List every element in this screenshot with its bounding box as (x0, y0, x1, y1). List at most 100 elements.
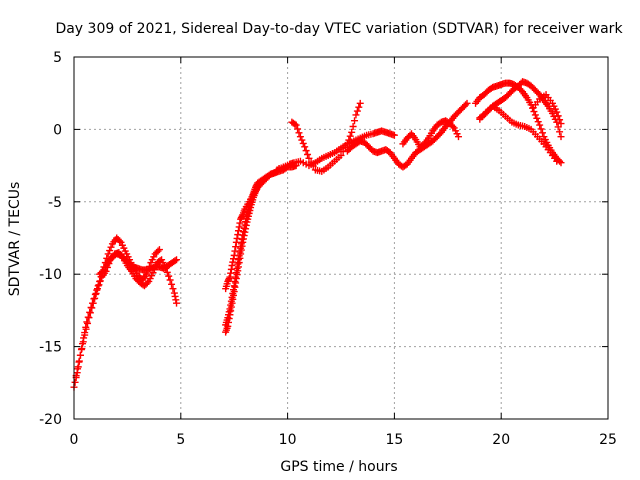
data-point (356, 99, 364, 107)
y-tick-label: 0 (53, 122, 62, 138)
series-sat-i (343, 99, 471, 171)
data-point (149, 269, 157, 277)
data-point (294, 125, 302, 133)
data-point (301, 143, 309, 151)
data-point (230, 288, 238, 296)
series-sat-f (222, 164, 283, 293)
data-point (557, 159, 565, 167)
data-point (232, 243, 240, 251)
data-point (349, 123, 357, 131)
data-point (355, 103, 363, 111)
data-point (235, 223, 243, 231)
data-point (224, 322, 232, 330)
data-point (75, 358, 83, 366)
series-sat-m (476, 102, 561, 165)
data-point (295, 129, 303, 137)
data-point (533, 114, 541, 122)
data-point (292, 121, 300, 129)
data-point (228, 262, 236, 270)
data-point (163, 268, 171, 276)
x-tick-label: 5 (176, 432, 185, 448)
data-point (530, 108, 538, 116)
data-point (225, 275, 233, 283)
y-tick-label: -5 (48, 195, 62, 211)
data-point (171, 292, 179, 300)
chart-title: Day 309 of 2021, Sidereal Day-to-day VTE… (55, 21, 623, 37)
data-point (241, 228, 249, 236)
y-tick-label: -10 (39, 267, 62, 283)
data-point (227, 307, 235, 315)
data-point (173, 299, 181, 307)
data-point (78, 345, 86, 353)
data-point (462, 101, 470, 109)
x-axis-label: GPS time / hours (280, 459, 397, 475)
data-point (239, 235, 247, 243)
data-point (234, 227, 242, 235)
data-point (234, 231, 242, 239)
data-point (348, 128, 356, 136)
data-point (91, 294, 99, 302)
data-point (554, 112, 562, 120)
data-point (226, 311, 234, 319)
series-sat-e (222, 173, 270, 336)
data-point (229, 258, 237, 266)
data-point (304, 150, 312, 158)
data-point (93, 286, 101, 294)
plot-frame (73, 56, 609, 420)
data-point (98, 267, 106, 275)
data-point (116, 237, 124, 245)
data-point (226, 273, 234, 281)
data-point (240, 232, 248, 240)
data-point (227, 303, 235, 311)
data-point (171, 257, 179, 265)
data-point (233, 234, 241, 242)
data-point (238, 212, 246, 220)
data-point (236, 254, 244, 262)
data-point (85, 314, 93, 322)
data-point (229, 295, 237, 303)
data-point (537, 125, 545, 133)
data-point (233, 271, 241, 279)
data-point (107, 243, 115, 251)
y-tick-label: -20 (39, 412, 62, 428)
axis-ticks: 0 5 10 15 20 25 -20 -15 -10 -5 0 5 (39, 50, 617, 448)
data-point (95, 281, 103, 289)
data-point (557, 133, 565, 141)
data-point (234, 267, 242, 275)
data-point (231, 283, 239, 291)
data-point (225, 315, 233, 323)
data-point (454, 133, 462, 141)
x-tick-label: 25 (599, 432, 617, 448)
data-point (229, 291, 237, 299)
data-point (242, 221, 250, 229)
data-point (390, 131, 398, 139)
data-point (463, 99, 471, 107)
data-point (104, 250, 112, 258)
data-point (239, 238, 247, 246)
data-point (237, 246, 245, 254)
data-point (168, 280, 176, 288)
data-point (74, 365, 82, 373)
data-point (307, 158, 315, 166)
data-point (449, 123, 457, 131)
data-point (155, 246, 163, 254)
data-point (242, 225, 250, 233)
data-point (84, 319, 92, 327)
data-point (299, 139, 307, 147)
data-point (225, 318, 233, 326)
x-tick-label: 15 (385, 432, 403, 448)
series-sat-h (288, 99, 364, 175)
data-point (71, 378, 79, 386)
data-point (291, 120, 299, 128)
data-point (237, 250, 245, 258)
data-point (556, 116, 564, 124)
series-sat-a (70, 234, 163, 391)
data-point (346, 132, 354, 140)
data-point (88, 304, 96, 312)
data-point (96, 277, 104, 285)
data-point (238, 242, 246, 250)
data-point (154, 247, 162, 255)
data-point (302, 147, 310, 155)
data-point (106, 247, 114, 255)
